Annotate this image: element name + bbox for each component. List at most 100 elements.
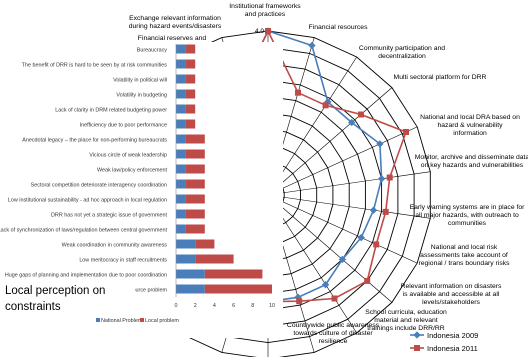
radar-legend-label: Indonesia 2009 — [427, 331, 478, 340]
bar-category-label: The benefit of DRR is hard to be seen by… — [22, 62, 168, 68]
bar-category-label: Lack of clarity in DRM related budgeting… — [55, 107, 167, 113]
bar-segment — [204, 269, 263, 279]
bar-segment — [176, 104, 186, 114]
radar-spoke — [267, 171, 431, 196]
radar-axis-label: Monitor, archive and disseminate data on … — [415, 154, 528, 169]
bar-category-label: Bureaucracy — [137, 47, 168, 53]
bar-category-label: Weak coordination in community awareness — [62, 242, 168, 248]
radar-axis-label: Institutional frameworks and practices — [229, 3, 301, 18]
radar-axis-label: Financial resources — [309, 24, 369, 31]
radar-spoke — [267, 126, 418, 196]
bar-segment — [185, 104, 196, 114]
radar-legend-label: Indonesia 2011 — [427, 344, 478, 353]
bar-segment — [176, 224, 186, 234]
bar-category-label: Low institutional sustainability - ad ho… — [8, 197, 167, 203]
legend-marker — [414, 345, 420, 351]
bar-segment — [185, 59, 196, 69]
bar-category-label: Sectoral competition deteriorate interag… — [31, 182, 167, 188]
bar-segment — [185, 89, 196, 99]
radar-point — [403, 129, 409, 135]
bar-segment — [176, 254, 196, 264]
bar-segment — [185, 164, 205, 174]
bar-category-label: Anecdotal legacy – the place for non-per… — [22, 137, 167, 143]
bar-segment — [195, 239, 215, 249]
radar-tick-label: 4.0 — [255, 28, 264, 35]
radar-point — [308, 41, 316, 50]
bar-segment — [176, 209, 186, 219]
bar-tick-label: 2 — [194, 303, 197, 309]
bar-segment — [176, 74, 186, 84]
bar-segment — [176, 179, 186, 189]
bar-category-label: Low meritocracy in staff recruitments — [79, 257, 167, 263]
radar-spoke — [267, 194, 431, 219]
bar-segment — [176, 284, 205, 294]
bar-segment — [176, 119, 186, 129]
bar-segment — [185, 194, 205, 204]
bar-segment — [185, 134, 205, 144]
radar-point — [265, 28, 271, 34]
radar-point — [357, 233, 365, 242]
radar-point — [348, 118, 356, 127]
bar-category-label: Volatility in political will — [113, 77, 167, 83]
bar-legend-label: Local problem — [145, 318, 179, 324]
legend-marker — [413, 331, 421, 339]
bar-category-label: Vicious circle of weak leadership — [89, 152, 167, 158]
radar-axis-label: Early warning systems are in place for al… — [410, 204, 526, 227]
radar-point — [386, 174, 393, 181]
radar-axis-label: School curricula, education material and … — [365, 309, 447, 332]
bar-category-label: Lack of synchronization of laws/regulati… — [0, 227, 167, 233]
radar-axis-label: National and local risk assessments take … — [418, 244, 510, 267]
radar-point — [296, 298, 303, 305]
radar-point — [321, 281, 330, 289]
radar-point — [295, 89, 301, 96]
bar-segment — [176, 44, 186, 54]
bar-segment — [176, 194, 186, 204]
chart-caption: Local perception on constraints — [5, 283, 135, 315]
radar-axis-label: Countrywide public awareness towards cult… — [287, 322, 380, 345]
bar-category-label: Volatility in budgeting — [116, 92, 167, 98]
bar-segment — [185, 119, 196, 129]
bar-tick-label: 0 — [175, 303, 178, 309]
radar-axis-label: Community participation and decentralizat… — [359, 45, 445, 60]
radar-spoke — [267, 87, 393, 196]
legend-swatch — [140, 318, 144, 322]
bar-segment — [176, 89, 186, 99]
bar-tick-label: 8 — [251, 303, 254, 309]
radar-point — [369, 206, 378, 214]
radar-spoke — [267, 194, 393, 303]
bar-segment — [195, 254, 234, 264]
bar-tick-label: 10 — [269, 303, 275, 309]
radar-axis-label: Multi sectoral platform for DRR — [394, 74, 487, 81]
bar-segment — [204, 284, 272, 294]
radar-point — [364, 277, 371, 284]
bar-segment — [185, 179, 205, 189]
bar-segment — [176, 134, 186, 144]
bar-category-label: Weak law/policy enforcement — [97, 167, 168, 173]
bar-segment — [185, 44, 196, 54]
radar-axis-label: Relevant information on disasters is avai… — [401, 283, 502, 306]
bar-tick-label: 4 — [213, 303, 216, 309]
radar-axis-label: National and local DRA based on hazard & … — [420, 114, 520, 137]
bar-segment — [185, 209, 205, 219]
radar-point — [382, 208, 389, 215]
radar-point — [331, 295, 338, 302]
radar-point — [377, 175, 386, 183]
legend-swatch — [96, 318, 100, 322]
bar-category-label: Human resource problem — [106, 287, 167, 293]
bar-segment — [176, 164, 186, 174]
bar-segment — [176, 239, 196, 249]
bar-segment — [185, 74, 196, 84]
bar-segment — [176, 59, 186, 69]
radar-axis-label: Exchange relevant information during haza… — [129, 15, 222, 30]
bar-category-label: Huge gaps of planning and implementation… — [5, 272, 167, 278]
bar-chart: Bureaucracy The benefit of DRR is hard to… — [0, 44, 275, 324]
bar-tick-label: 6 — [232, 303, 235, 309]
bar-segment — [185, 224, 205, 234]
radar-point — [322, 102, 329, 109]
bar-segment — [185, 149, 205, 159]
radar-point — [338, 255, 347, 264]
bar-segment — [176, 149, 186, 159]
radar-point — [358, 111, 364, 118]
bar-category-label: DRR has not yet a strategic issue of gov… — [51, 212, 167, 218]
